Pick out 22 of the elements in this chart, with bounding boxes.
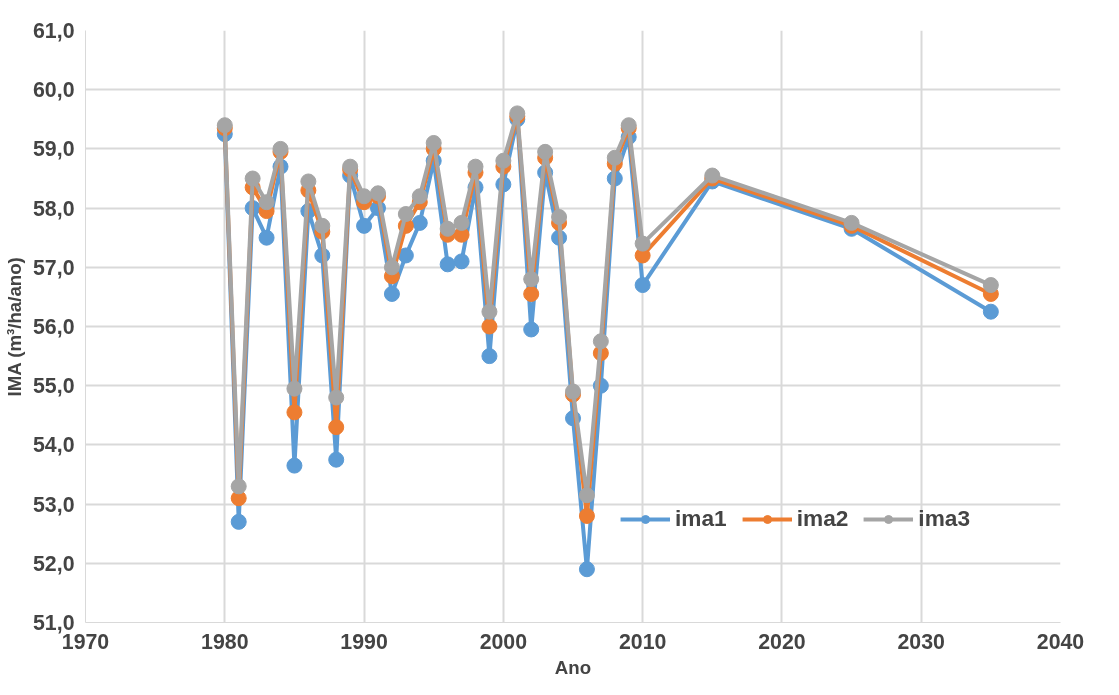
y-tick-label: 57,0: [32, 255, 75, 280]
legend-label: ima2: [796, 505, 849, 532]
legend-label: ima1: [675, 505, 727, 532]
legend-label: ima3: [918, 505, 970, 532]
y-tick-label: 59,0: [32, 137, 75, 162]
y-tick-label: 53,0: [32, 492, 75, 517]
x-tick-label: 2030: [897, 629, 945, 654]
x-tick-label: 1990: [340, 629, 388, 654]
x-tick-label: 1980: [201, 629, 249, 654]
x-tick-label: 2020: [758, 629, 806, 654]
y-tick-label: 55,0: [32, 374, 75, 399]
y-tick-label: 58,0: [32, 196, 75, 221]
y-axis-title: IMA (m³/ha/ano): [3, 257, 25, 397]
y-tick-label: 56,0: [32, 315, 75, 339]
y-tick-label: 60,0: [32, 78, 75, 103]
y-tick-label: 54,0: [32, 433, 75, 458]
y-tick-label: 61,0: [32, 19, 75, 43]
x-tick-label: 2040: [1036, 629, 1085, 654]
x-tick-label: 2010: [618, 629, 667, 654]
x-axis-title: Ano: [554, 656, 592, 678]
x-tick-label: 2000: [479, 629, 528, 654]
y-tick-label: 52,0: [32, 551, 75, 576]
